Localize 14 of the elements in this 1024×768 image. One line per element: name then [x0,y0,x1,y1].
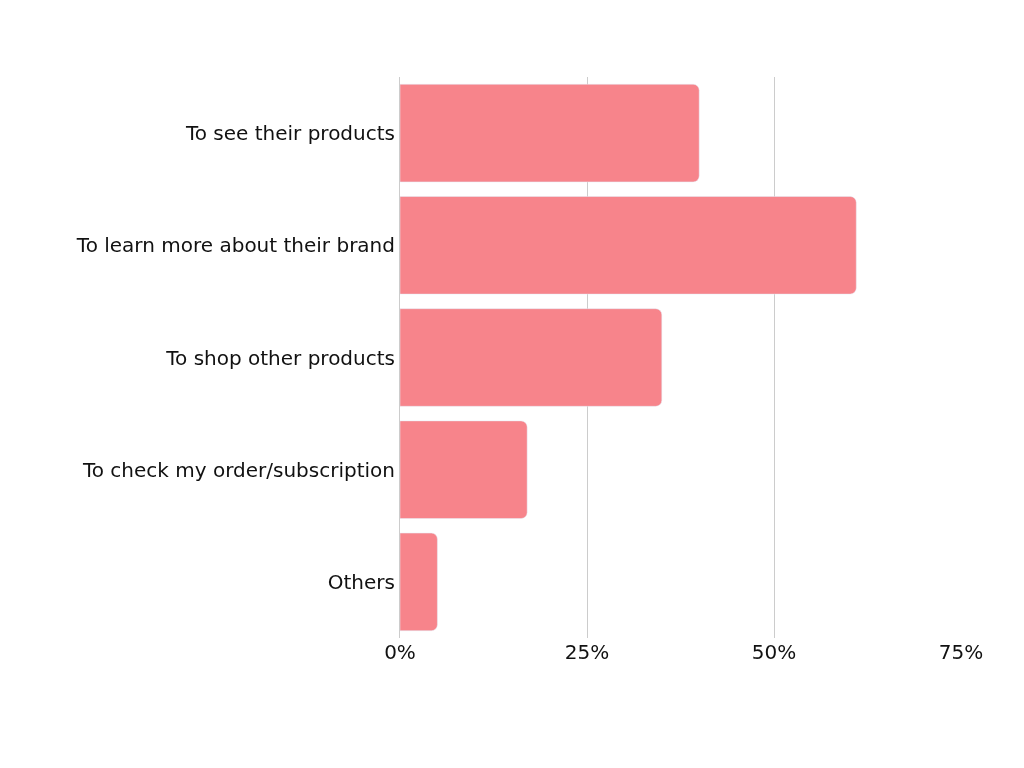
y-tick-label: To shop other products [165,345,395,370]
bar [400,420,528,519]
bar [400,84,700,183]
bar [400,196,857,295]
x-tick-label: 50% [751,640,797,664]
x-tick-label: 75% [938,640,984,664]
y-tick-label: To learn more about their brand [75,233,395,258]
y-tick-label: To check my order/subscription [81,457,395,482]
bar [400,308,663,407]
x-tick-label: 0% [384,640,416,664]
y-tick-label: Others [327,569,395,594]
bar [400,532,438,631]
x-tick-label: 25% [564,640,610,664]
y-tick-label: To see their products [184,121,395,146]
